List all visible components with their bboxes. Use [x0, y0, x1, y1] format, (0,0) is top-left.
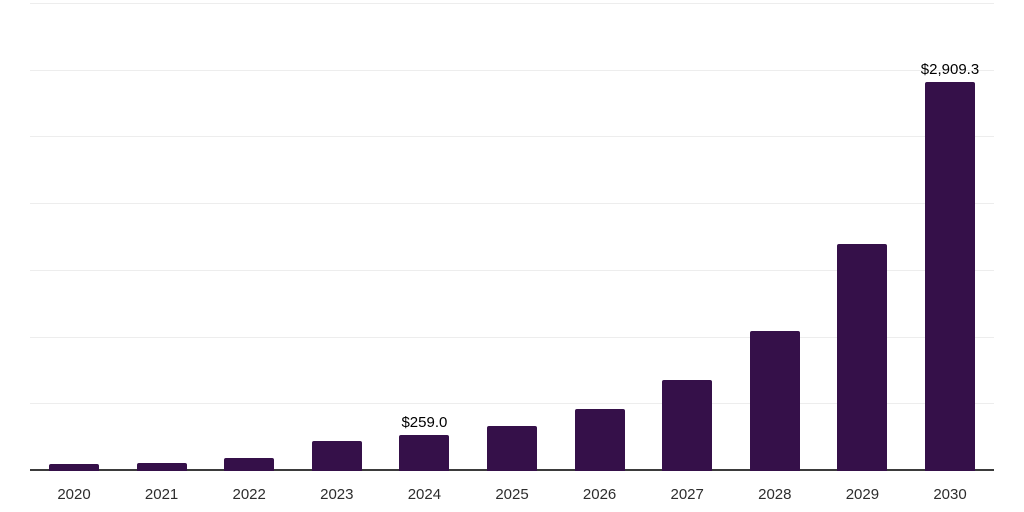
x-tick-label-2027: 2027 — [670, 486, 704, 503]
gridline-500 — [30, 403, 994, 405]
gridline-1000 — [30, 336, 994, 338]
x-tick-label-2020: 2020 — [57, 486, 91, 503]
bar-2022 — [224, 457, 275, 471]
gridline-3000 — [30, 69, 994, 71]
x-tick-label-2021: 2021 — [144, 486, 179, 503]
bar-2024 — [399, 435, 450, 471]
bar-2026 — [574, 408, 625, 471]
x-tick-label-2030: 2030 — [933, 486, 967, 503]
bar-2030 — [925, 81, 975, 471]
gridline-1500 — [30, 269, 994, 271]
bar-2020 — [49, 464, 99, 471]
gridline-3500 — [30, 3, 994, 4]
x-tick-label-2022: 2022 — [232, 486, 266, 503]
bar-2023 — [311, 441, 362, 471]
x-tick-label-2024: 2024 — [407, 486, 442, 503]
x-tick-label-2026: 2026 — [582, 486, 617, 503]
bar-2025 — [487, 425, 537, 471]
bar-2027 — [662, 379, 713, 471]
data-label-2024: $259.0 — [401, 414, 448, 432]
bar-2029 — [837, 244, 888, 471]
x-tick-label-2023: 2023 — [320, 486, 354, 503]
x-tick-label-2028: 2028 — [758, 486, 792, 503]
gridline-2000 — [30, 203, 994, 205]
data-label-2030: $2,909.3 — [920, 60, 980, 78]
bar-2021 — [136, 462, 187, 471]
gridline-2500 — [30, 136, 994, 138]
x-tick-label-2025: 2025 — [495, 486, 529, 503]
x-tick-label-2029: 2029 — [845, 486, 880, 503]
bar-2028 — [749, 331, 800, 471]
